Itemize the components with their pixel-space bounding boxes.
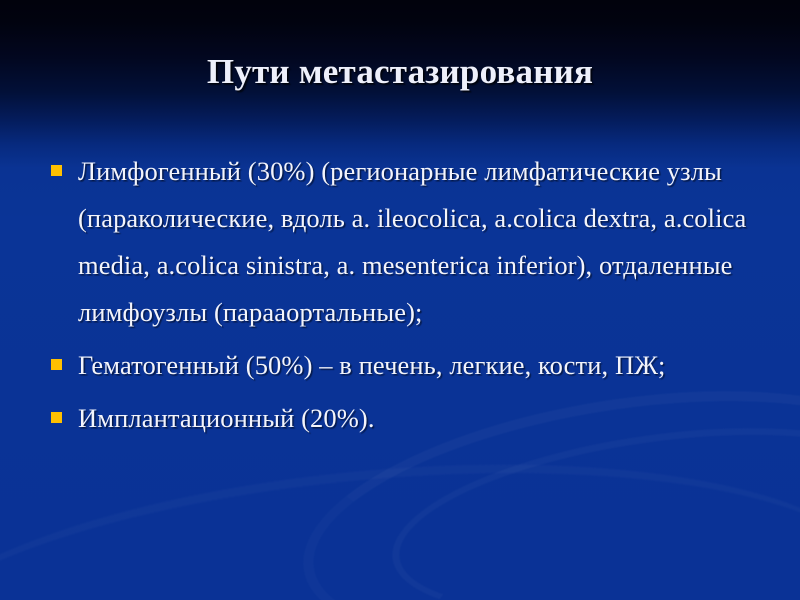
list-item: Гематогенный (50%) – в печень, легкие, к… xyxy=(46,342,762,389)
bullet-text-3: Имплантационный (20%). xyxy=(78,403,375,433)
swoosh-arc-wide xyxy=(0,427,800,600)
bullet-text-2: Гематогенный (50%) – в печень, легкие, к… xyxy=(78,350,666,380)
list-item: Лимфогенный (30%) (регионарные лимфатиче… xyxy=(46,148,762,336)
bullet-text-1: Лимфогенный (30%) (регионарные лимфатиче… xyxy=(78,156,747,327)
slide-title: Пути метастазирования xyxy=(206,52,594,91)
list-item: Имплантационный (20%). xyxy=(46,395,762,442)
square-bullet-icon xyxy=(51,165,62,176)
square-bullet-icon xyxy=(51,359,62,370)
bullet-list: Лимфогенный (30%) (регионарные лимфатиче… xyxy=(46,148,762,444)
square-bullet-icon xyxy=(51,412,62,423)
